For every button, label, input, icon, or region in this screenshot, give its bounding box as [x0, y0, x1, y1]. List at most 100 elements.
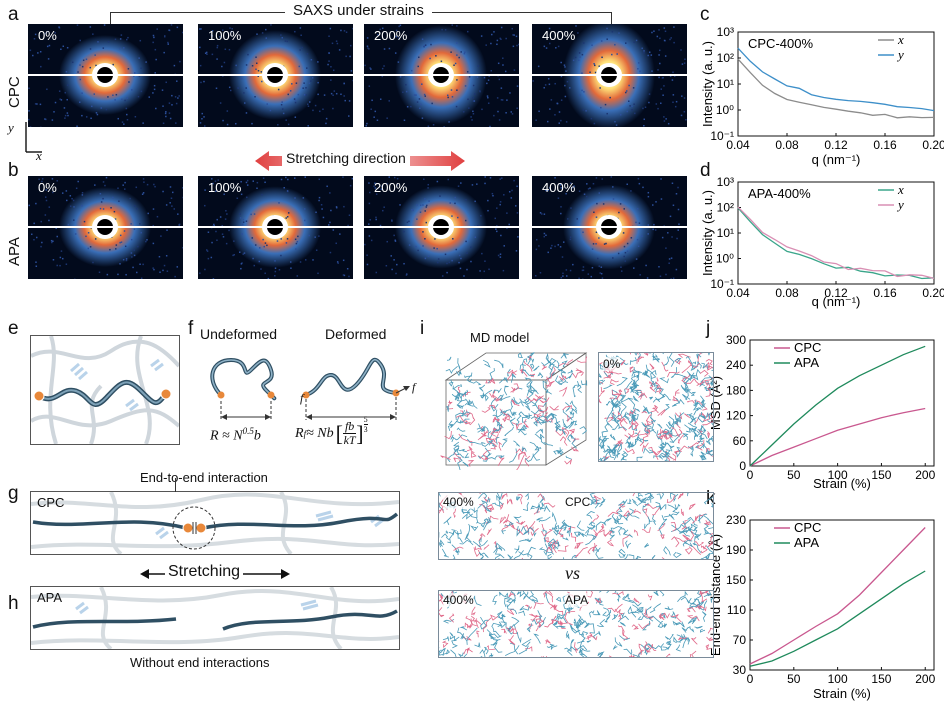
md-chain-segment — [504, 413, 510, 421]
md-chain-segment — [514, 545, 520, 554]
md-chain-segment — [453, 457, 460, 463]
md-chain-segment — [649, 383, 656, 392]
eq2-exp-den: 3 — [363, 425, 368, 434]
md-chain-segment — [699, 591, 705, 595]
md-chain-segment — [454, 453, 465, 459]
md-chain-segment — [690, 365, 699, 372]
md-chain-segment — [573, 380, 580, 388]
md-chain-segment — [623, 648, 633, 655]
legend-label: y — [896, 47, 904, 62]
md-chain-segment — [467, 647, 473, 653]
md-chain-segment — [604, 417, 613, 419]
chart-k: 0 50 100 150 200 30 70 110 150 190 230 Strain (%) En… — [708, 513, 936, 701]
md-chain-segment — [649, 363, 655, 370]
md-chain-segment — [607, 506, 622, 517]
md-chain-segment — [523, 360, 533, 372]
md-chain-segment — [641, 527, 651, 533]
md-chain-segment — [647, 493, 653, 499]
md-chain-segment — [650, 419, 657, 434]
saxs-strain-label: 100% — [208, 180, 242, 195]
md-chain-segment — [540, 412, 552, 419]
md-chain-segment — [624, 448, 635, 454]
md-chain-segment — [618, 394, 625, 404]
md-chain-segment — [508, 591, 516, 598]
md-chain-segment — [479, 649, 486, 657]
md-chain-segment — [660, 534, 665, 540]
md-chain-segment — [677, 493, 684, 500]
md-chain-segment — [684, 546, 693, 555]
md-chain-segment — [608, 655, 612, 657]
md-chain-segment — [623, 510, 631, 517]
md-chain-segment — [543, 502, 556, 508]
md-chain-segment — [585, 534, 595, 546]
md-chain-segment — [561, 519, 567, 531]
md-chain-segment — [671, 427, 681, 438]
md-chain-segment — [450, 649, 457, 657]
md-chain-segment — [661, 453, 670, 458]
md-chain-segment — [698, 601, 704, 608]
md-chain-segment — [598, 651, 605, 657]
md-chain-segment — [613, 452, 621, 461]
md-chain-segment — [518, 610, 526, 616]
md-chain-segment — [489, 427, 502, 439]
md-chain-segment — [504, 426, 514, 437]
md-chain-segment — [568, 526, 576, 532]
md-dense-render — [599, 353, 713, 461]
md-chain-segment — [631, 366, 640, 377]
md-chain-segment — [570, 624, 576, 634]
md-chain-segment — [490, 431, 499, 437]
stretching-label: Stretching — [165, 563, 244, 581]
md-chain-segment — [544, 619, 554, 628]
md-chain-segment — [568, 428, 575, 436]
md-chain-segment — [634, 390, 642, 396]
md-chain-segment — [592, 514, 600, 523]
md-chain-segment — [525, 537, 533, 543]
beamstop-line — [532, 74, 687, 76]
md-chain-segment — [543, 412, 553, 423]
md-chain-segment — [586, 632, 593, 639]
md-chain-segment — [470, 525, 479, 532]
md-chain-segment — [524, 399, 537, 407]
md-chain-segment — [575, 546, 588, 558]
x-axis-label: q (nm⁻¹) — [812, 152, 861, 167]
saxs-image-cpc-3: 400% — [532, 24, 687, 127]
md-chain-segment — [454, 529, 462, 536]
md-chain-segment — [653, 381, 659, 390]
md-chain-segment — [653, 450, 662, 456]
legend-label: APA — [794, 535, 819, 550]
md-chain-segment — [441, 533, 450, 541]
md-chain-segment — [490, 397, 497, 407]
md-chain-segment — [535, 428, 544, 434]
md-chain-segment — [511, 399, 520, 407]
md-chain-segment — [463, 511, 479, 523]
series-line-CPC — [749, 407, 926, 467]
md-chain-segment — [513, 515, 522, 523]
md-chain-segment — [464, 523, 471, 541]
md-chain-segment — [593, 630, 601, 641]
eq2-bracket-close: ] — [356, 420, 364, 446]
md-chain-segment — [539, 397, 550, 404]
md-chain-segment — [457, 386, 461, 393]
y-tick-label: 300 — [726, 333, 746, 347]
md-chain-segment — [674, 389, 680, 397]
md-chain-segment — [461, 513, 474, 520]
md-apa-strain: 400% — [443, 593, 474, 607]
md-chain-segment — [644, 543, 649, 548]
md-chain-segment — [564, 458, 573, 465]
md-chain-segment — [439, 599, 445, 606]
legend-label: x — [897, 182, 904, 197]
md-cpc-label: CPC — [565, 495, 591, 509]
md-chain-segment — [641, 422, 655, 432]
md-chain-segment — [471, 606, 476, 616]
md-chain-segment — [573, 618, 581, 629]
md-chain-segment — [631, 424, 638, 431]
md-chain-segment — [509, 524, 515, 530]
md-chain-segment — [531, 595, 539, 604]
md-chain-segment — [462, 391, 471, 397]
x-tick-label: 100 — [828, 672, 848, 686]
md-chain-segment — [530, 527, 539, 537]
md-chain-segment — [476, 630, 480, 638]
md-chain-segment — [660, 434, 673, 440]
md-chain-segment — [508, 635, 516, 645]
md-chain-segment — [645, 605, 652, 615]
